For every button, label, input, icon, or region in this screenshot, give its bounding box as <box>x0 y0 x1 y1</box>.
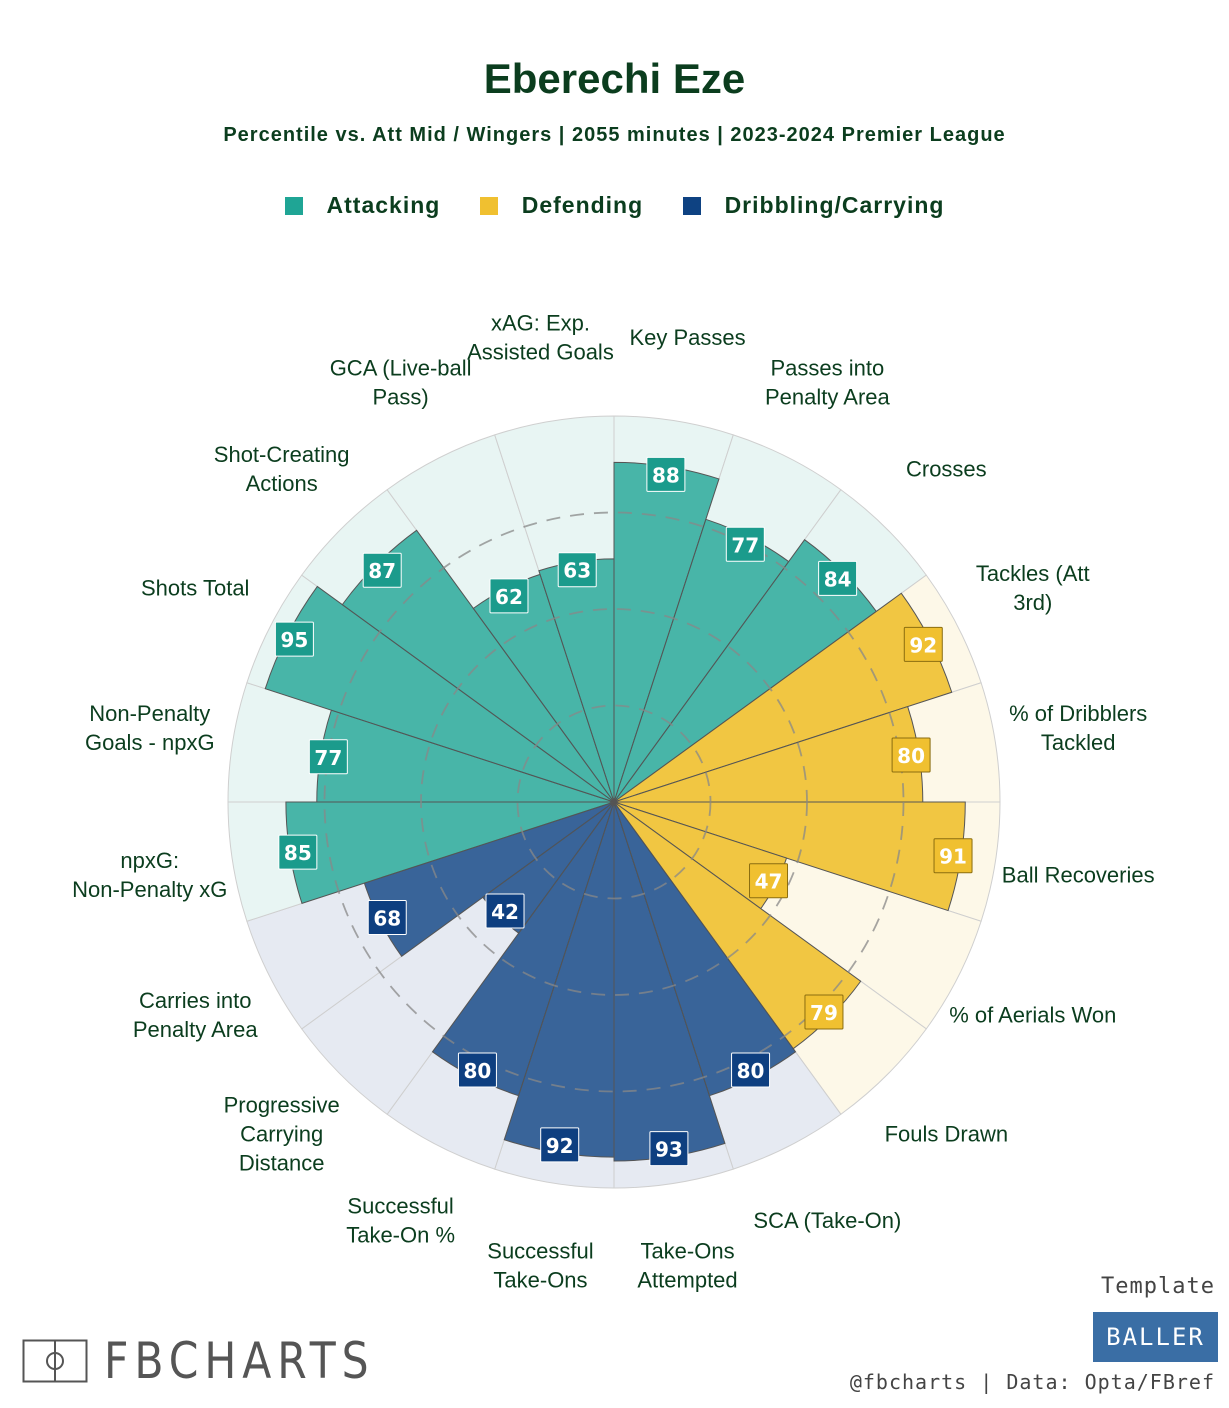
category-label-ball-recoveries: Ball Recoveries <box>1002 863 1155 888</box>
category-label-shot-creating-actions: Shot-Creating Actions <box>214 442 350 496</box>
legend-swatch-attacking <box>284 196 303 215</box>
value-label-successful-take-on: 80 <box>464 1059 492 1083</box>
value-label-sca-take-on: 80 <box>737 1059 765 1083</box>
value-label-take-ons-attempted: 93 <box>655 1138 683 1162</box>
value-box-fouls-drawn: 79 <box>804 994 844 1030</box>
category-label-tackles-att-3rd: Tackles (Att 3rd) <box>976 561 1090 615</box>
value-box-successful-take-on: 80 <box>457 1052 497 1088</box>
value-label-crosses: 84 <box>824 567 852 591</box>
value-box-of-aerials-won: 47 <box>749 863 789 899</box>
value-box-of-dribblers-tackled: 80 <box>891 737 931 773</box>
legend-item-attacking: Attacking <box>284 192 441 219</box>
value-box-ball-recoveries: 91 <box>933 838 973 874</box>
value-box-passes-into-penalty-area: 77 <box>725 526 765 562</box>
category-label-of-aerials-won: % of Aerials Won <box>949 1002 1116 1027</box>
value-label-shots-total: 95 <box>280 628 308 652</box>
value-box-crosses: 84 <box>818 560 858 596</box>
grid-ring-75 <box>323 511 905 1093</box>
value-label-progressive-carrying-distance: 42 <box>491 900 519 924</box>
category-label-of-dribblers-tackled: % of Dribblers Tackled <box>1009 701 1147 755</box>
grid-ring-25 <box>516 704 712 900</box>
legend-label-dribbling: Dribbling/Carrying <box>724 192 945 218</box>
value-label-key-passes: 88 <box>652 463 680 487</box>
category-label-shots-total: Shots Total <box>141 576 249 601</box>
data-credits: @fbcharts | Data: Opta/FBref <box>849 1370 1215 1394</box>
value-box-gca-live-ball-pass: 62 <box>489 578 529 614</box>
category-label-non-penalty-goals-npxg: Non-Penalty Goals - npxG <box>85 701 215 755</box>
category-label-passes-into-penalty-area: Passes into Penalty Area <box>765 356 891 410</box>
chart-legend: Attacking Defending Dribbling/Carrying <box>0 192 1229 221</box>
category-label-sca-take-on: SCA (Take-On) <box>753 1208 901 1233</box>
template-badge: BALLER <box>1093 1312 1218 1362</box>
value-box-xag-exp-assisted-goals: 63 <box>557 552 597 588</box>
chart-title: Eberechi Eze <box>483 55 746 102</box>
chart-subtitle: Percentile vs. Att Mid / Wingers | 2055 … <box>223 124 1006 146</box>
value-box-take-ons-attempted: 93 <box>649 1131 689 1167</box>
category-label-npxg-non-penalty-xg: npxG: Non-Penalty xG <box>72 848 227 902</box>
legend-swatch-defending <box>479 196 498 215</box>
logo-text: FBCHARTS <box>104 1332 375 1390</box>
template-label: Template <box>1101 1274 1215 1299</box>
value-box-progressive-carrying-distance: 42 <box>485 893 525 929</box>
category-label-xag-exp-assisted-goals: xAG: Exp. Assisted Goals <box>467 310 614 364</box>
value-label-of-dribblers-tackled: 80 <box>897 744 925 768</box>
category-label-crosses: Crosses <box>906 457 987 482</box>
value-box-shot-creating-actions: 87 <box>362 552 402 588</box>
fbcharts-logo: FBCHARTS <box>22 1332 422 1390</box>
grid-ring-50 <box>420 608 808 996</box>
value-box-sca-take-on: 80 <box>731 1052 771 1088</box>
value-box-key-passes: 88 <box>646 456 686 492</box>
pitch-icon <box>22 1339 88 1383</box>
legend-label-attacking: Attacking <box>326 192 441 218</box>
category-label-progressive-carrying-distance: Progressive Carrying Distance <box>224 1092 340 1175</box>
value-box-tackles-att-3rd: 92 <box>903 626 943 662</box>
value-label-tackles-att-3rd: 92 <box>909 633 937 657</box>
value-label-non-penalty-goals-npxg: 77 <box>314 746 342 770</box>
category-label-successful-take-on: Successful Take-On % <box>346 1193 455 1247</box>
legend-swatch-dribbling <box>682 196 701 215</box>
category-label-take-ons-attempted: Take-Ons Attempted <box>637 1239 737 1293</box>
category-label-successful-take-ons: Successful Take-Ons <box>487 1239 593 1293</box>
category-label-key-passes: Key Passes <box>629 325 745 350</box>
value-label-passes-into-penalty-area: 77 <box>731 533 759 557</box>
value-label-shot-creating-actions: 87 <box>368 559 396 583</box>
value-label-successful-take-ons: 92 <box>546 1134 574 1158</box>
legend-item-defending: Defending <box>479 192 644 219</box>
value-label-ball-recoveries: 91 <box>939 845 967 869</box>
category-label-carries-into-penalty-area: Carries into Penalty Area <box>133 988 259 1042</box>
value-label-xag-exp-assisted-goals: 63 <box>563 559 591 583</box>
value-box-shots-total: 95 <box>274 621 314 657</box>
value-label-fouls-drawn: 79 <box>810 1001 838 1025</box>
value-box-npxg-non-penalty-xg: 85 <box>278 834 318 870</box>
value-box-successful-take-ons: 92 <box>540 1127 580 1163</box>
value-label-carries-into-penalty-area: 68 <box>373 907 401 931</box>
value-box-carries-into-penalty-area: 68 <box>367 900 407 936</box>
value-box-non-penalty-goals-npxg: 77 <box>308 739 348 775</box>
category-label-gca-live-ball-pass: GCA (Live-ball Pass) <box>330 356 472 410</box>
legend-item-dribbling: Dribbling/Carrying <box>682 192 945 219</box>
legend-label-defending: Defending <box>521 192 644 218</box>
value-label-gca-live-ball-pass: 62 <box>495 585 523 609</box>
value-label-of-aerials-won: 47 <box>755 870 783 894</box>
category-label-fouls-drawn: Fouls Drawn <box>885 1121 1008 1146</box>
value-label-npxg-non-penalty-xg: 85 <box>284 841 312 865</box>
